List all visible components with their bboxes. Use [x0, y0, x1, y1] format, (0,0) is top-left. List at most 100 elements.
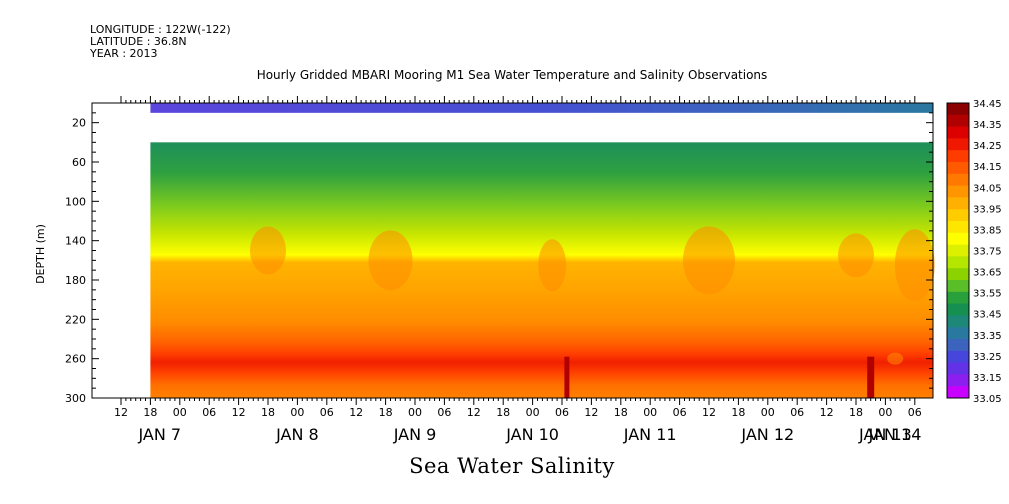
x-hour-tick-label: 06: [790, 406, 804, 419]
colorbar-swatch: [947, 268, 969, 281]
x-hour-tick-label: 18: [143, 406, 157, 419]
x-hour-tick-label: 06: [320, 406, 334, 419]
colorbar-swatch: [947, 114, 969, 128]
x-hour-tick-label: 06: [673, 406, 687, 419]
colorbar-swatch: [947, 185, 969, 198]
x-day-label: JAN 10: [505, 425, 559, 444]
colorbar-level-label: 33.95: [973, 204, 1002, 215]
salinity-intrusion: [368, 230, 413, 291]
x-hour-tick-label: 12: [820, 406, 834, 419]
x-day-label: JAN 14: [868, 425, 922, 444]
latitude-label: LATITUDE : 36.8N: [90, 35, 187, 48]
y-tick-label: 180: [65, 274, 86, 287]
colorbar-swatch: [947, 350, 969, 364]
colorbar-swatch: [947, 256, 969, 269]
colorbar-swatch: [947, 209, 969, 222]
x-hour-tick-label: 18: [731, 406, 745, 419]
high-salinity-spike: [564, 356, 570, 398]
y-tick-label: 100: [65, 195, 86, 208]
y-axis-label: DEPTH (m): [34, 224, 47, 284]
colorbar-swatch: [947, 232, 969, 246]
colorbar-level-label: 33.25: [973, 352, 1002, 363]
x-hour-tick-label: 00: [643, 406, 657, 419]
colorbar-level-label: 34.05: [973, 183, 1002, 194]
salinity-surface-texture: [150, 142, 933, 163]
colorbar-swatch: [947, 339, 969, 352]
colorbar-level-label: 34.45: [973, 99, 1002, 110]
x-hour-tick-label: 12: [467, 406, 481, 419]
colorbar-frame: [946, 102, 970, 399]
x-hour-tick-label: 00: [526, 406, 540, 419]
y-tick-label: 60: [72, 156, 86, 169]
colorbar-swatch: [947, 362, 969, 375]
salinity-intrusion: [887, 352, 904, 365]
colorbar-level-label: 33.15: [973, 373, 1002, 384]
colorbar-level-label: 34.25: [973, 141, 1002, 152]
high-salinity-spike: [867, 356, 875, 398]
colorbar-swatch: [947, 291, 969, 305]
colorbar-level-label: 33.85: [973, 225, 1002, 236]
salinity-intrusion: [683, 226, 735, 295]
x-hour-tick-label: 06: [908, 406, 922, 419]
y-tick-label: 260: [65, 353, 86, 366]
x-axis: 12 18 00 06 12 18 00 06 12 18 00 06 12 18 00 06 12 18 00 06…: [114, 96, 922, 444]
plot-title: Hourly Gridded MBARI Mooring M1 Sea Wate…: [256, 68, 768, 82]
colorbar-level-label: 33.65: [973, 268, 1002, 279]
colorbar-swatch: [947, 303, 969, 316]
x-hour-tick-label: 18: [849, 406, 863, 419]
colorbar-swatch: [947, 280, 969, 293]
x-hour-tick-label: 18: [496, 406, 510, 419]
colorbar-swatch: [947, 315, 969, 328]
colorbar-swatch: [947, 162, 969, 175]
colorbar-swatch: [947, 327, 969, 340]
colorbar-swatch: [947, 197, 969, 210]
surface-salinity-band: [150, 103, 933, 113]
x-hour-tick-label: 12: [349, 406, 363, 419]
year-label: YEAR : 2013: [90, 47, 158, 60]
x-hour-tick-label: 00: [408, 406, 422, 419]
colorbar-swatch: [947, 126, 969, 139]
y-tick-label: 140: [65, 235, 86, 248]
colorbar-swatch: [947, 386, 969, 399]
colorbar-level-label: 33.55: [973, 289, 1002, 300]
x-hour-tick-label: 18: [261, 406, 275, 419]
colorbar-legend: 34.45 34.35 34.25 34.15 34.05 33.95 33.85 33.75…: [946, 99, 1002, 405]
colorbar-swatch: [947, 150, 969, 163]
salinity-intrusion: [838, 233, 874, 278]
x-day-label: JAN 12: [740, 425, 794, 444]
x-day-label: JAN 11: [623, 425, 677, 444]
x-hour-tick-label: 00: [290, 406, 304, 419]
x-hour-tick-label: 06: [555, 406, 569, 419]
x-day-label: JAN 8: [275, 425, 319, 444]
x-hour-tick-label: 00: [173, 406, 187, 419]
x-day-label: JAN 9: [393, 425, 437, 444]
y-axis: 20 60 100 140 180 220 260 300: [65, 102, 933, 405]
x-hour-tick-label: 12: [702, 406, 716, 419]
colorbar-level-label: 34.15: [973, 162, 1002, 173]
salinity-intrusion: [894, 229, 935, 302]
x-hour-tick-label: 18: [614, 406, 628, 419]
y-tick-label: 20: [72, 117, 86, 130]
metadata-block: LONGITUDE : 122W(-122) LATITUDE : 36.8N …: [90, 24, 231, 60]
colorbar-level-label: 34.35: [973, 120, 1002, 131]
variable-title: Sea Water Salinity: [409, 454, 615, 478]
colorbar-swatch: [947, 173, 969, 187]
x-hour-tick-label: 12: [232, 406, 246, 419]
colorbar-swatch: [947, 103, 969, 116]
x-hour-tick-label: 00: [878, 406, 892, 419]
salinity-intrusion: [538, 239, 567, 292]
colorbar-swatch: [947, 221, 969, 234]
y-tick-label: 300: [65, 392, 86, 405]
colorbar-level-label: 33.75: [973, 247, 1002, 258]
x-hour-tick-label: 00: [761, 406, 775, 419]
colorbar-level-label: 33.05: [973, 394, 1002, 405]
x-day-label: JAN 13: [858, 425, 912, 444]
x-hour-tick-label: 06: [437, 406, 451, 419]
longitude-label: LONGITUDE : 122W(-122): [90, 23, 231, 36]
colorbar-swatch: [947, 244, 969, 257]
colorbar-level-label: 33.35: [973, 331, 1002, 342]
x-hour-tick-label: 18: [379, 406, 393, 419]
y-tick-label: 220: [65, 313, 86, 326]
colorbar-swatch: [947, 374, 969, 387]
